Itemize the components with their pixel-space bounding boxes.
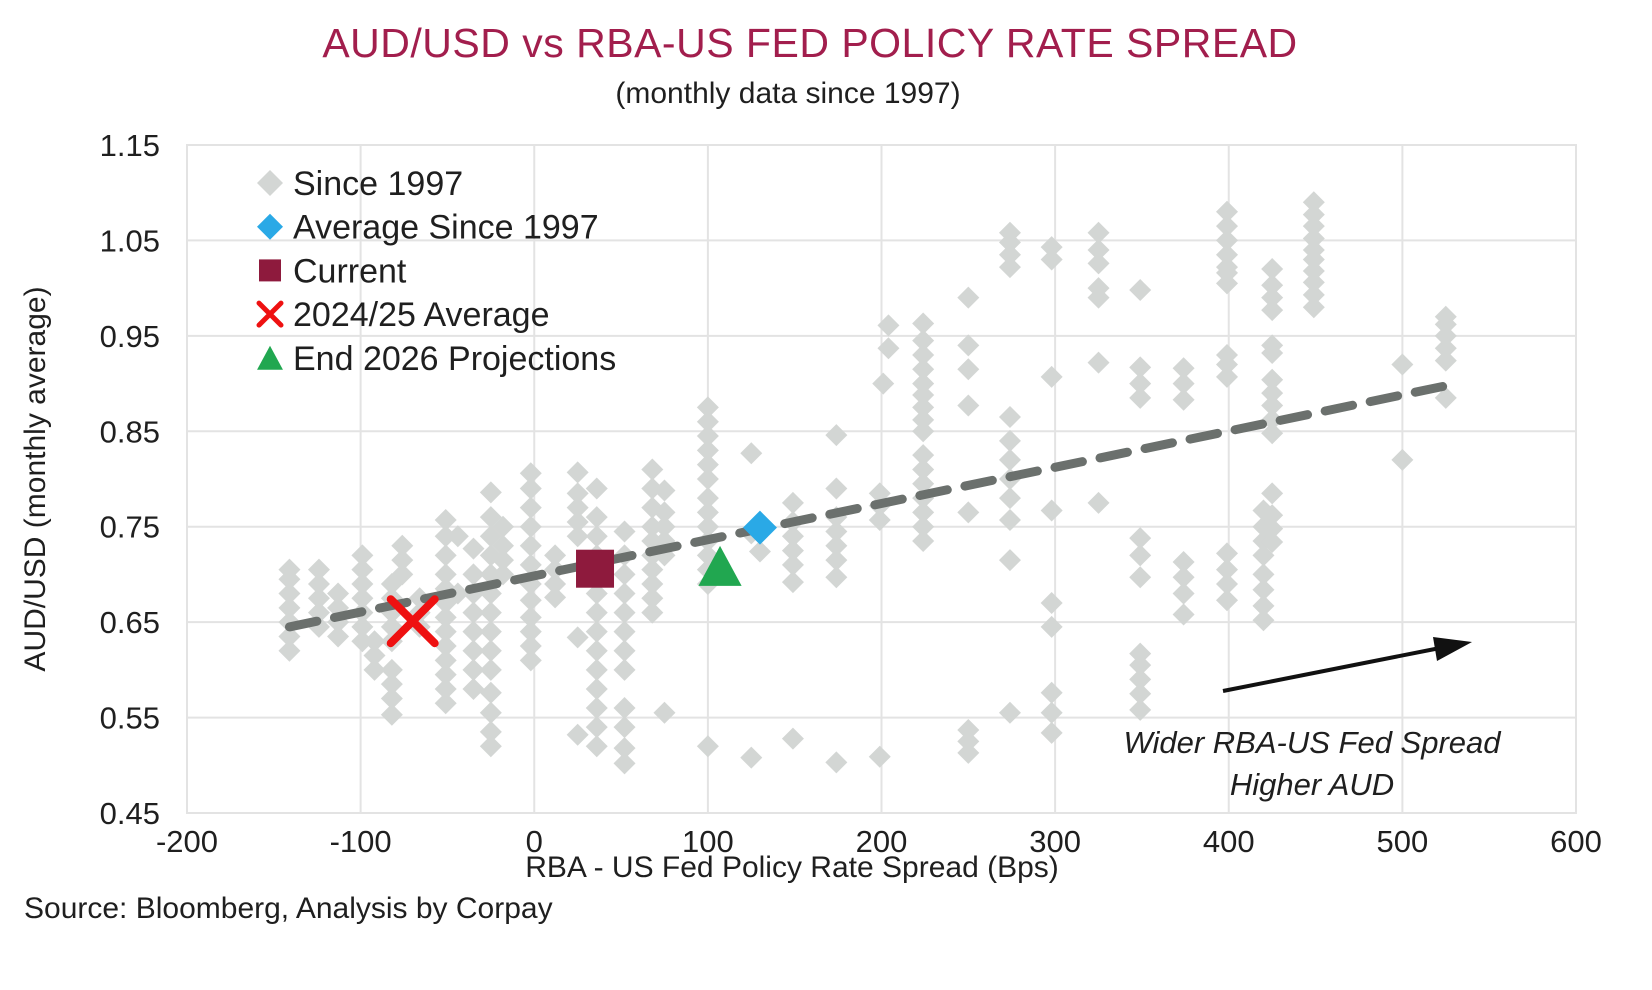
y-tick-label: 0.85 bbox=[100, 414, 160, 449]
legend-label: End 2026 Projections bbox=[293, 340, 616, 378]
trend-line bbox=[284, 380, 1453, 632]
annotation-line1: Wider RBA-US Fed Spread bbox=[1123, 725, 1501, 760]
y-tick-label: 0.45 bbox=[100, 796, 160, 831]
legend-item-since-1997: Since 1997 bbox=[257, 165, 463, 203]
series-average-since-1997 bbox=[742, 510, 777, 545]
legend-item-average-since-1997: Average Since 1997 bbox=[257, 209, 599, 247]
annotation-line2: Higher AUD bbox=[1229, 767, 1395, 802]
legend-item-current: Current bbox=[259, 252, 407, 290]
y-tick-label: 0.75 bbox=[100, 510, 160, 545]
x-tick-label: 0 bbox=[526, 824, 543, 859]
x-tick-label: 200 bbox=[856, 824, 908, 859]
y-axis-title: AUD/USD (monthly average) bbox=[19, 286, 52, 672]
trend-annotation: Wider RBA-US Fed Spread Higher AUD bbox=[1092, 722, 1532, 806]
series-since-1997 bbox=[278, 191, 1457, 775]
x-tick-label: -100 bbox=[330, 824, 392, 859]
x-tick-label: 300 bbox=[1029, 824, 1081, 859]
x-tick-label: -200 bbox=[156, 824, 218, 859]
trend-arrow bbox=[1222, 637, 1472, 693]
legend-label: 2024/25 Average bbox=[293, 296, 550, 334]
y-tick-labels: 1.15 1.05 0.95 0.85 0.75 0.65 0.55 0.45 bbox=[100, 128, 160, 831]
source-note: Source: Bloomberg, Analysis by Corpay bbox=[24, 892, 553, 925]
x-tick-label: 500 bbox=[1377, 824, 1429, 859]
y-tick-label: 0.95 bbox=[100, 319, 160, 354]
legend-label: Average Since 1997 bbox=[293, 209, 599, 247]
x-tick-label: 600 bbox=[1550, 824, 1602, 859]
y-tick-label: 0.65 bbox=[100, 605, 160, 640]
chart-subtitle: (monthly data since 1997) bbox=[615, 77, 961, 110]
x-tick-labels: -200 -100 0 100 200 300 400 500 600 bbox=[156, 824, 1602, 859]
legend: Since 1997 Average Since 1997 Current 2024/… bbox=[256, 165, 616, 378]
y-tick-label: 1.05 bbox=[100, 223, 160, 258]
x-axis-title: RBA - US Fed Policy Rate Spread (Bps) bbox=[525, 851, 1059, 884]
legend-item-end-2026-projections: End 2026 Projections bbox=[257, 340, 616, 378]
series-current bbox=[576, 549, 615, 588]
x-tick-label: 100 bbox=[682, 824, 734, 859]
legend-label: Since 1997 bbox=[293, 165, 463, 203]
y-tick-label: 1.15 bbox=[100, 128, 160, 163]
legend-label: Current bbox=[293, 252, 407, 290]
legend-item-2024-25-average: 2024/25 Average bbox=[256, 296, 550, 334]
y-tick-label: 0.55 bbox=[100, 701, 160, 736]
x-tick-label: 400 bbox=[1203, 824, 1255, 859]
series-end-2026-projections bbox=[698, 545, 742, 586]
chart-title: AUD/USD vs RBA-US FED POLICY RATE SPREAD bbox=[322, 20, 1298, 66]
series-2024-25-average bbox=[386, 595, 439, 648]
